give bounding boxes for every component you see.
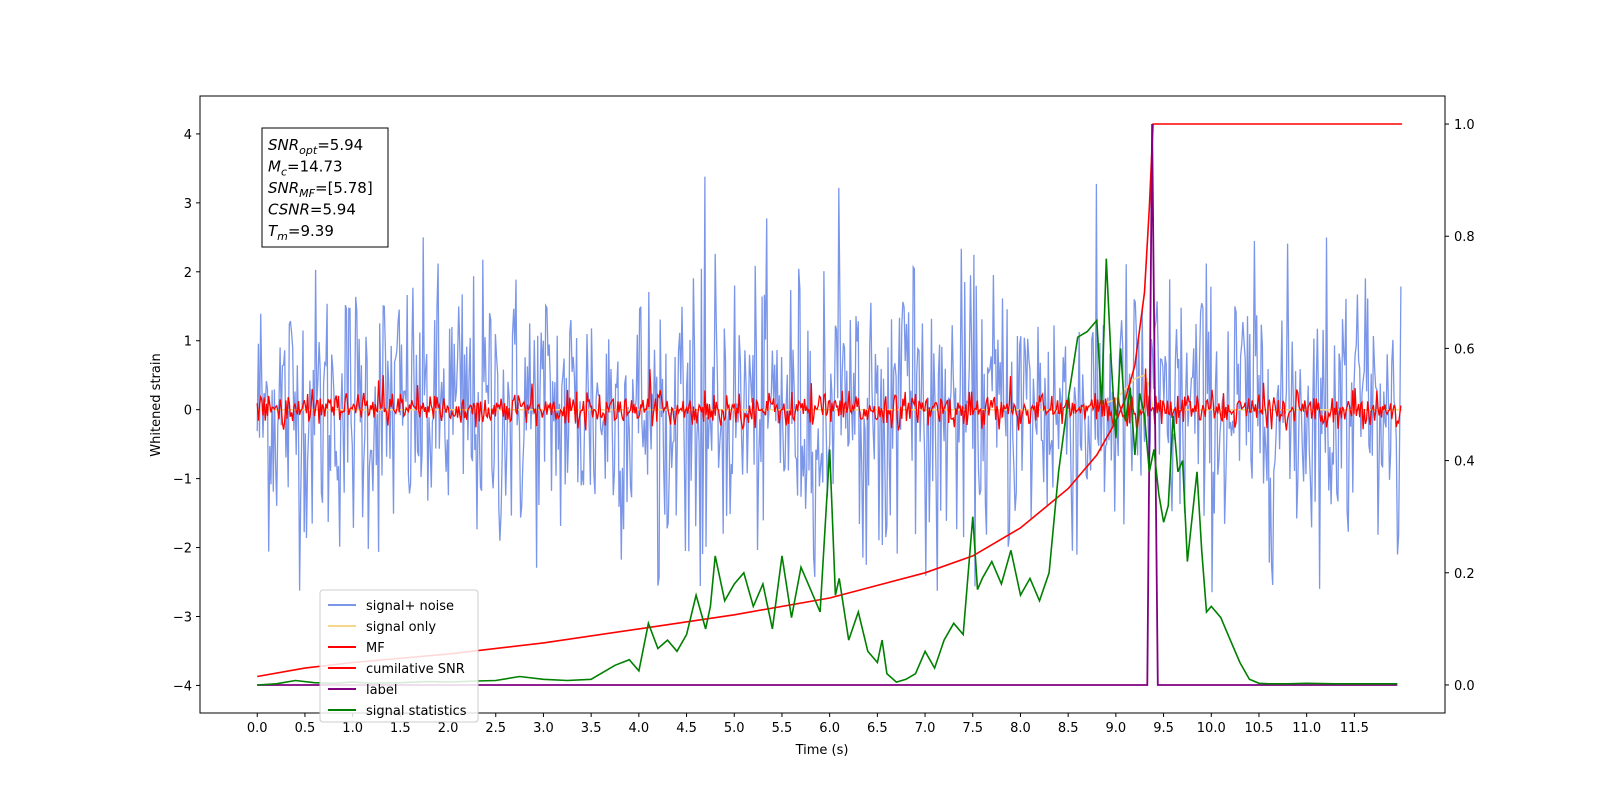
x-tick-label: 7.5 (962, 721, 983, 736)
x-tick-label: 11.5 (1340, 721, 1369, 736)
y-tick-label: −1 (173, 473, 192, 488)
legend-label: signal only (366, 620, 436, 635)
y-tick-label: 3 (184, 197, 192, 212)
x-tick-label: 10.0 (1197, 721, 1226, 736)
stats-line: Tm=9.39 (268, 222, 334, 243)
y-axis-label: Whitened strain (149, 353, 164, 456)
x-tick-label: 6.5 (867, 721, 888, 736)
x-tick-label: 0.0 (247, 721, 268, 736)
stats-box: SNRopt=5.94Mc=14.73SNRMF=[5.78]CSNR=5.94… (261, 127, 389, 248)
y-tick-label: 4 (184, 128, 192, 143)
stats-box-frame (261, 127, 389, 248)
x-tick-label: 9.0 (1106, 721, 1127, 736)
x-tick-label: 9.5 (1153, 721, 1174, 736)
x-tick-label: 10.5 (1244, 721, 1273, 736)
x-tick-label: 1.0 (342, 721, 363, 736)
x-tick-label: 1.5 (390, 721, 411, 736)
stats-line: SNRMF=[5.78] (268, 179, 373, 200)
y-tick-label: 2 (184, 266, 192, 281)
series-signal-statistics-line (257, 258, 1398, 686)
x-tick-label: 6.0 (819, 721, 840, 736)
y-tick-label: −3 (173, 610, 192, 625)
series-mf-line (256, 368, 1402, 431)
stats-line: Mc=14.73 (268, 158, 343, 179)
x-tick-label: 0.5 (295, 721, 316, 736)
x-axis: 0.0 0.5 1.0 1.5 2.0 2.5 3.0 3.5 4.0 4.5 5.0 5.5 6.0 6… (247, 713, 1369, 736)
y2-tick-label: 0.4 (1454, 455, 1475, 470)
x-tick-label: 8.0 (1010, 721, 1031, 736)
x-axis-label: Time (s) (795, 743, 849, 758)
y2-tick-label: 1.0 (1454, 118, 1475, 133)
legend-label: MF (366, 641, 385, 656)
stats-line: CSNR=5.94 (268, 201, 356, 219)
x-tick-label: 2.0 (438, 721, 459, 736)
y-tick-label: −2 (173, 542, 192, 557)
x-tick-label: 7.0 (915, 721, 936, 736)
x-tick-label: 4.5 (676, 721, 697, 736)
y2-tick-label: 0.0 (1454, 679, 1475, 694)
y2-tick-label: 0.8 (1454, 230, 1475, 245)
y-axis-left: −4 −3 −2 −1 0 1 2 3 4 (173, 128, 200, 694)
y-tick-label: −4 (173, 679, 192, 694)
x-tick-label: 11.0 (1292, 721, 1321, 736)
x-tick-label: 3.0 (533, 721, 554, 736)
y2-tick-label: 0.6 (1454, 342, 1475, 357)
legend: signal+ noise signal only MF cumilative SNR… (319, 589, 479, 723)
legend-label: signal statistics (366, 704, 467, 719)
x-tick-label: 4.0 (629, 721, 650, 736)
legend-label: cumilative SNR (366, 662, 465, 677)
x-tick-label: 5.5 (772, 721, 793, 736)
stats-line: SNRopt=5.94 (268, 136, 363, 157)
x-tick-label: 8.5 (1058, 721, 1079, 736)
legend-frame (319, 589, 479, 723)
y2-tick-label: 0.2 (1454, 567, 1475, 582)
x-tick-label: 5.0 (724, 721, 745, 736)
legend-label: label (366, 683, 397, 698)
series-label-line (257, 123, 1398, 686)
y-tick-label: 1 (184, 335, 192, 350)
legend-label: signal+ noise (366, 599, 454, 614)
y-tick-label: 0 (184, 404, 192, 419)
x-tick-label: 3.5 (581, 721, 602, 736)
plot-frame (199, 95, 1446, 714)
x-tick-label: 2.5 (485, 721, 506, 736)
y-axis-right: 0.0 0.2 0.4 0.6 0.8 1.0 (1445, 118, 1475, 694)
